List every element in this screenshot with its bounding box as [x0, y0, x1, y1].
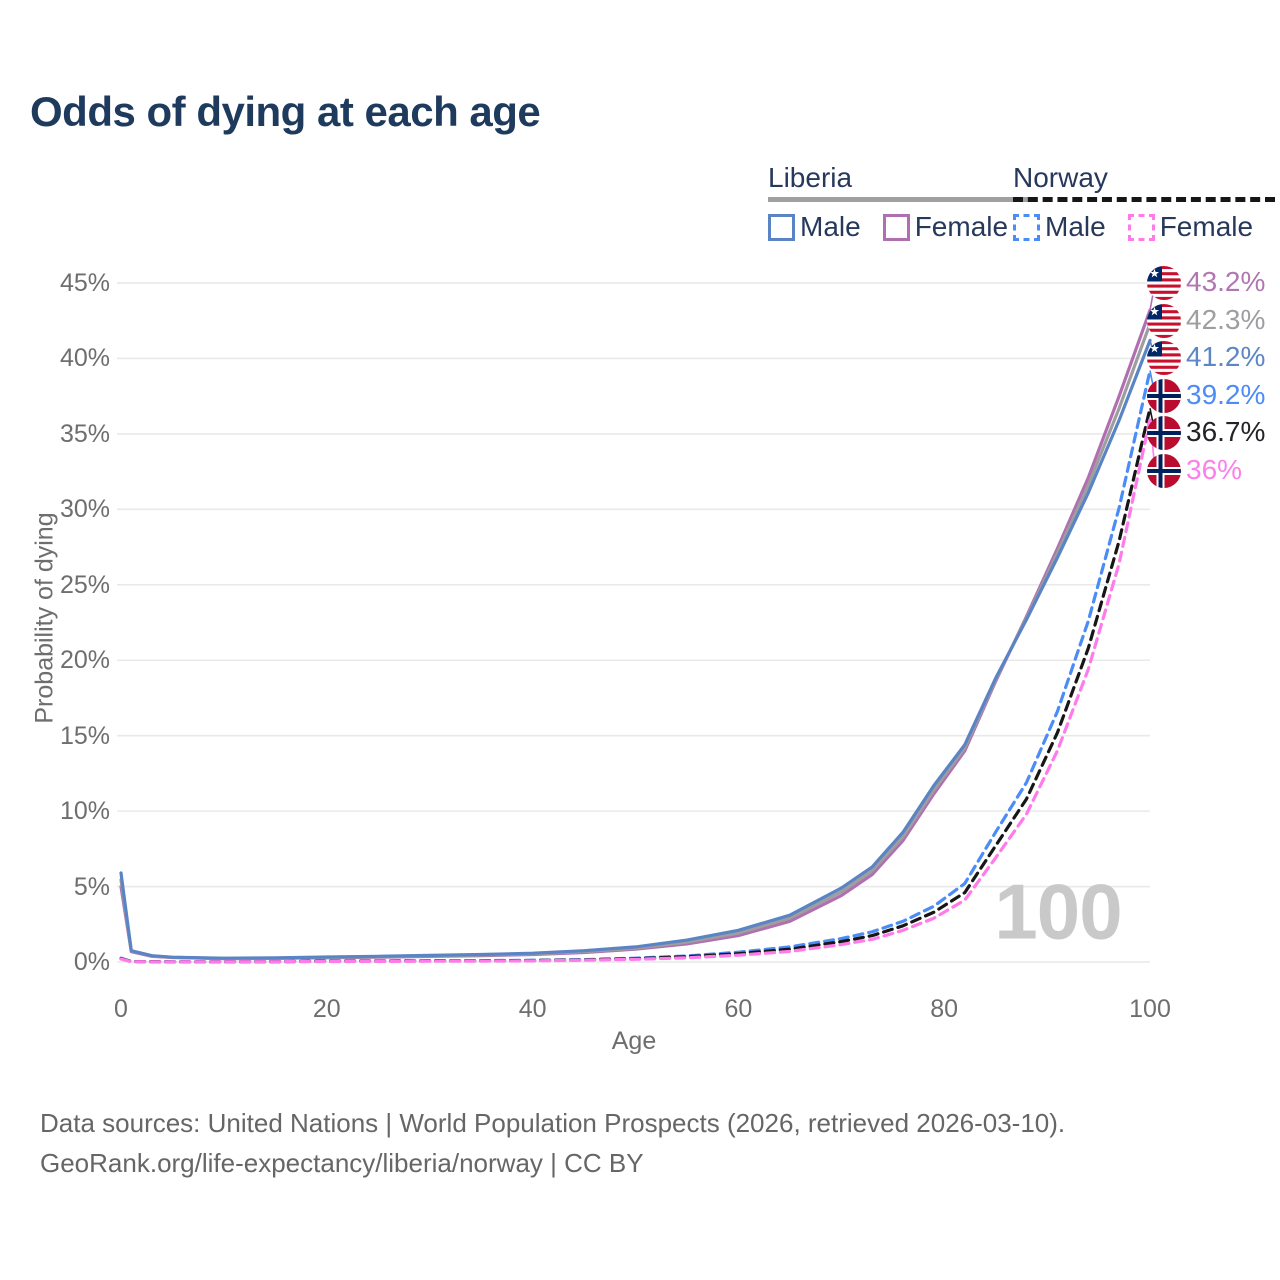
legend-underline-norway: [1013, 197, 1276, 202]
x-tick-label-80: 80: [930, 995, 959, 1023]
x-tick-label-20: 20: [312, 995, 341, 1023]
series-line-liberia-female[interactable]: [119, 308, 1152, 961]
liberia-flag-icon: [1147, 341, 1181, 375]
footer-url: GeoRank.org/life-expectancy/liberia/norw…: [40, 1148, 644, 1178]
series-line-liberia-male[interactable]: [119, 338, 1152, 960]
legend-item-liberia-male[interactable]: Male: [768, 211, 861, 243]
norway-flag-icon: [1147, 379, 1181, 413]
legend-header-liberia: Liberia: [768, 162, 853, 193]
y-tick-label-35%: 35%: [59, 419, 110, 448]
legend-group-liberia: Liberia Male Female: [768, 162, 1031, 243]
page-title: Odds of dying at each age: [30, 88, 541, 135]
y-tick-label-5%: 5%: [73, 872, 110, 901]
norway-flag-icon: [1147, 454, 1181, 488]
legend-label-norway-male: Male: [1045, 211, 1106, 242]
series-line-liberia-both-sexes[interactable]: [119, 322, 1152, 961]
checkbox-liberia-female-icon: [882, 213, 910, 241]
y-axis-title: Probability of dying: [30, 512, 59, 724]
checkbox-norway-female-icon: [1127, 213, 1155, 241]
legend-group-norway: Norway Male Female: [1013, 162, 1276, 243]
legend-label-liberia-male: Male: [800, 211, 861, 242]
liberia-flag-icon: [1147, 304, 1181, 338]
x-tick-label-60: 60: [724, 995, 753, 1023]
y-tick-label-45%: 45%: [59, 269, 110, 298]
liberia-flag-icon: [1147, 266, 1181, 300]
x-tick-label-40: 40: [518, 995, 547, 1023]
end-value-label-norway-both-sexes: 36.7%: [1186, 416, 1266, 447]
y-tick-label-15%: 15%: [59, 721, 110, 750]
end-value-label-norway-male: 39.2%: [1186, 378, 1266, 410]
end-value-label-liberia-both-sexes: 42.3%: [1186, 303, 1266, 335]
legend-item-norway-male[interactable]: Male: [1013, 211, 1106, 243]
y-tick-label-40%: 40%: [59, 344, 110, 373]
legend-label-liberia-female: Female: [914, 211, 1009, 242]
y-tick-label-25%: 25%: [59, 570, 110, 599]
x-tick-label-0: 0: [114, 995, 128, 1023]
y-tick-label-30%: 30%: [59, 495, 110, 524]
y-tick-label-10%: 10%: [59, 797, 110, 826]
legend-item-liberia-female[interactable]: Female: [882, 211, 1009, 243]
footer-sources: Data sources: United Nations | World Pop…: [40, 1108, 1066, 1138]
end-value-label-liberia-male: 41.2%: [1186, 341, 1266, 372]
checkbox-norway-male-icon: [1013, 213, 1040, 241]
age-watermark: 100: [994, 867, 1122, 956]
legend-header-norway: Norway: [1013, 162, 1108, 193]
legend-label-norway-female: Female: [1159, 211, 1254, 242]
y-tick-label-0%: 0%: [73, 948, 110, 976]
legend-underline-liberia: [768, 197, 1031, 202]
legend-row-liberia: Male Female: [768, 211, 1030, 243]
norway-flag-icon: [1147, 416, 1181, 450]
end-value-label-liberia-female: 43.2%: [1186, 266, 1266, 297]
series-line-norway-female[interactable]: [119, 417, 1152, 964]
end-value-label-norway-female: 36%: [1186, 453, 1243, 485]
x-tick-label-100: 100: [1129, 995, 1171, 1023]
checkbox-liberia-male-icon: [768, 213, 795, 241]
x-axis-title: Age: [611, 1027, 657, 1055]
y-tick-label-20%: 20%: [59, 646, 110, 675]
legend-row-norway: Male Female: [1013, 211, 1275, 243]
legend-item-norway-female[interactable]: Female: [1127, 211, 1254, 243]
